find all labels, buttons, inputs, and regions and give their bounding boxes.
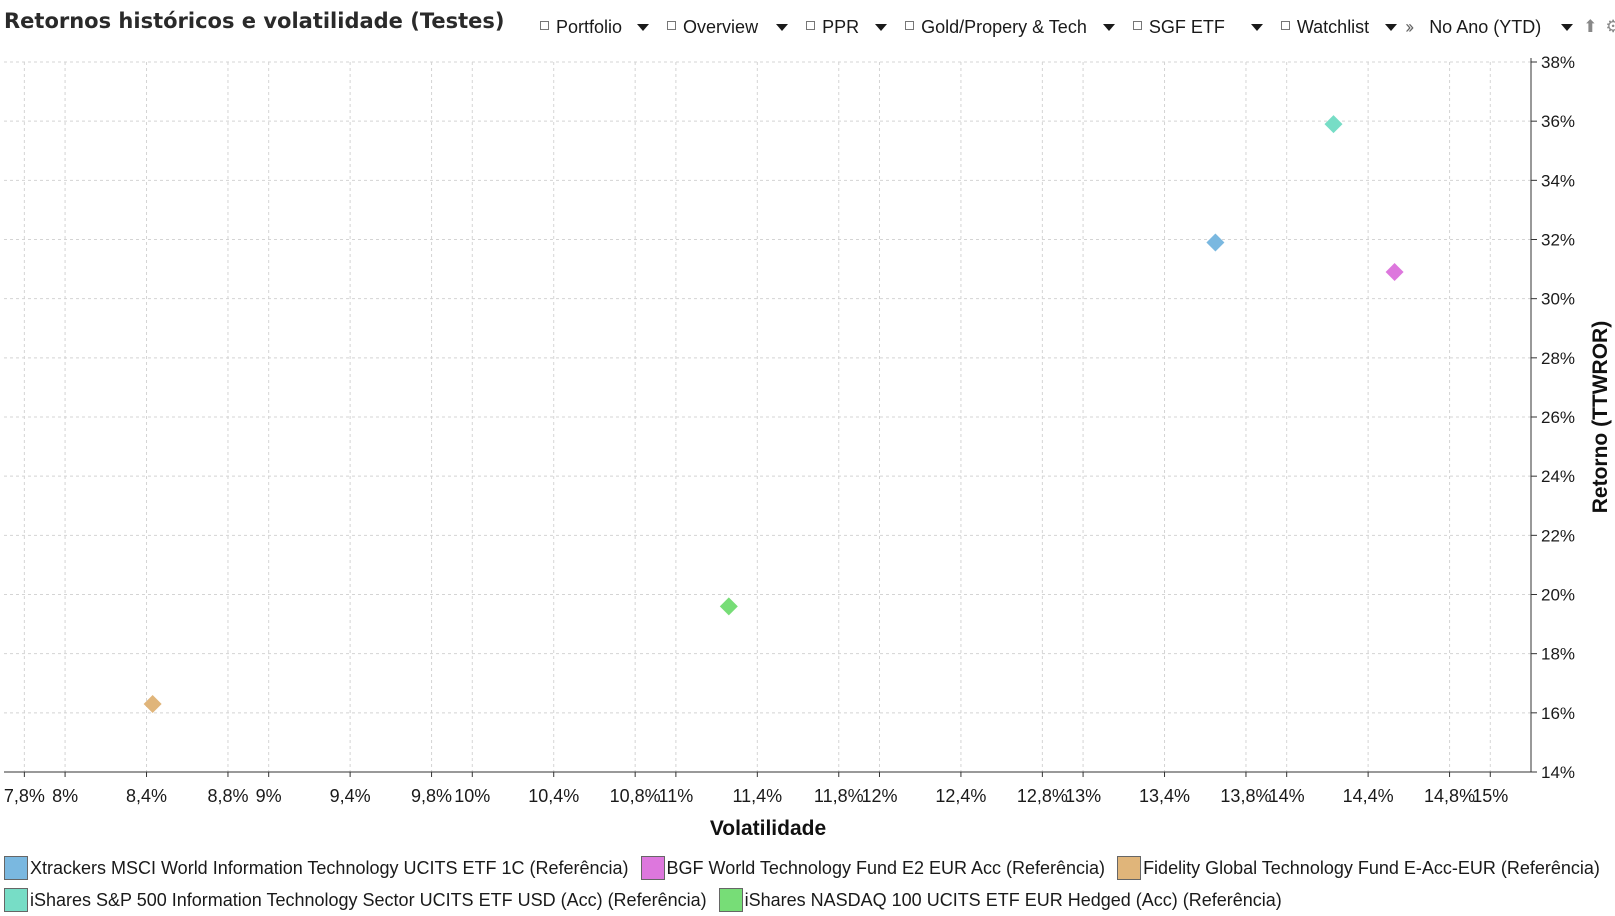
legend-label: iShares NASDAQ 100 UCITS ETF EUR Hedged … (744, 889, 1282, 910)
x-tick-label: 12% (861, 786, 897, 806)
x-tick-label: 13,4% (1139, 786, 1190, 806)
caret-down-icon[interactable] (1561, 23, 1574, 31)
double-chevron-right-icon[interactable]: ›› (1405, 16, 1414, 37)
toolbar-item-watchlist[interactable]: Watchlist (1280, 16, 1370, 38)
toolbar-item-portfolio[interactable]: Portfolio (540, 17, 622, 38)
legend-item[interactable]: Fidelity Global Technology Fund E-Acc-EU… (1117, 856, 1600, 880)
legend-item[interactable]: iShares S&P 500 Information Technology S… (4, 888, 707, 912)
legend-row: Xtrackers MSCI World Information Technol… (4, 852, 1612, 884)
caret-down-icon[interactable] (1250, 23, 1263, 31)
y-tick-label: 16% (1541, 704, 1575, 723)
legend-swatch (718, 888, 743, 912)
y-axis-title: Retorno (TTWROR) (1589, 321, 1612, 513)
x-tick-label: 14,4% (1343, 786, 1394, 806)
y-tick-label: 38% (1541, 53, 1575, 72)
checkbox-icon[interactable] (540, 20, 549, 30)
legend-swatch (4, 856, 28, 880)
legend: Xtrackers MSCI World Information Technol… (4, 852, 1612, 916)
y-tick-label: 34% (1541, 171, 1575, 190)
y-tick-label: 24% (1541, 467, 1575, 486)
x-tick-label: 8% (52, 786, 78, 806)
y-tick-label: 22% (1541, 526, 1575, 545)
x-tick-label: 13% (1065, 786, 1101, 806)
x-tick-label: 8,4% (126, 786, 167, 806)
legend-item[interactable]: BGF World Technology Fund E2 EUR Acc (Re… (640, 856, 1106, 880)
toolbar-item-sgf-etf[interactable]: SGF ETF (1132, 16, 1225, 38)
y-tick-label: 36% (1541, 112, 1575, 131)
x-tick-label: 12,4% (935, 786, 986, 806)
y-tick-label: 30% (1541, 290, 1575, 309)
y-tick-label: 26% (1541, 408, 1575, 427)
data-point[interactable] (1385, 263, 1404, 282)
toolbar-item-label: Watchlist (1296, 16, 1370, 37)
data-point[interactable] (719, 597, 738, 616)
legend-item[interactable]: iShares NASDAQ 100 UCITS ETF EUR Hedged … (718, 888, 1282, 912)
toolbar-item-label: PPR (822, 16, 860, 37)
toolbar-item-label: Overview (683, 16, 759, 37)
y-tick-label: 14% (1541, 763, 1575, 782)
chart-title: Retornos históricos e volatilidade (Test… (4, 9, 505, 33)
legend-label: Fidelity Global Technology Fund E-Acc-EU… (1143, 857, 1600, 878)
toolbar-item-ppr[interactable]: PPR (806, 17, 859, 38)
x-tick-label: 9,4% (330, 786, 371, 806)
x-tick-label: 15% (1472, 786, 1508, 806)
y-tick-label: 18% (1541, 645, 1575, 664)
legend-swatch (4, 888, 28, 912)
x-axis-title: Volatilidade (710, 817, 826, 840)
legend-label: iShares S&P 500 Information Technology S… (30, 889, 707, 910)
x-tick-label: 13,8% (1220, 786, 1271, 806)
legend-swatch (640, 856, 665, 880)
x-tick-label: 10,8% (610, 786, 661, 806)
x-tick-label: 14,8% (1424, 786, 1475, 806)
legend-swatch (1117, 856, 1142, 880)
x-tick-label: 9,8% (411, 786, 452, 806)
caret-down-icon[interactable] (1102, 23, 1115, 31)
x-tick-label: 12,8% (1017, 786, 1068, 806)
checkbox-icon[interactable] (806, 20, 816, 30)
gear-icon[interactable]: ⚙ (1605, 17, 1615, 36)
checkbox-icon[interactable] (905, 20, 915, 30)
y-tick-label: 32% (1541, 231, 1575, 250)
caret-down-icon[interactable] (875, 23, 888, 31)
data-point[interactable] (1324, 115, 1343, 134)
toolbar: Portfolio Overview PPR Gold/Propery & Te… (540, 14, 1615, 40)
caret-down-icon[interactable] (637, 23, 650, 31)
legend-label: BGF World Technology Fund E2 EUR Acc (Re… (666, 857, 1106, 878)
caret-down-icon[interactable] (1385, 23, 1398, 31)
checkbox-icon[interactable] (1280, 20, 1290, 30)
toolbar-item-overview[interactable]: Overview (667, 17, 758, 38)
data-point[interactable] (143, 694, 162, 713)
scatter-chart: 7,8% 8% 8,4% 8,8% 9% 9,4% 9,8% 10% 10,4% 10,8%11%… (4, 53, 1612, 840)
checkbox-icon[interactable] (1132, 20, 1142, 30)
toolbar-item-label: Portfolio (556, 16, 623, 37)
y-tick-label: 20% (1541, 586, 1575, 605)
x-tick-label: 10% (454, 786, 490, 806)
toolbar-item-label: SGF ETF (1148, 16, 1225, 37)
x-tick-label: 11% (659, 786, 694, 806)
x-tick-label: 9% (256, 786, 282, 806)
toolbar-item-label: Gold/Propery & Tech (921, 16, 1087, 37)
y-tick-label: 28% (1541, 349, 1575, 368)
x-tick-label: 14% (1269, 786, 1305, 806)
toolbar-item-gold-property-tech[interactable]: Gold/Propery & Tech (905, 17, 1087, 38)
data-point[interactable] (1206, 233, 1225, 252)
x-tick-label: 7,8% (4, 786, 45, 806)
period-selector[interactable]: No Ano (YTD) (1429, 16, 1542, 37)
x-tick-label: 10,4% (528, 786, 579, 806)
x-tick-label: 8,8% (207, 786, 248, 806)
caret-down-icon[interactable] (776, 23, 789, 31)
checkbox-icon[interactable] (667, 20, 677, 30)
legend-item[interactable]: Xtrackers MSCI World Information Technol… (4, 856, 629, 880)
legend-row: iShares S&P 500 Information Technology S… (4, 884, 1612, 916)
upload-icon[interactable]: ⬆ (1583, 17, 1598, 36)
legend-label: Xtrackers MSCI World Information Technol… (30, 857, 629, 878)
x-tick-label: 11,4% (732, 786, 782, 806)
x-tick-label: 11,8% (814, 786, 864, 806)
